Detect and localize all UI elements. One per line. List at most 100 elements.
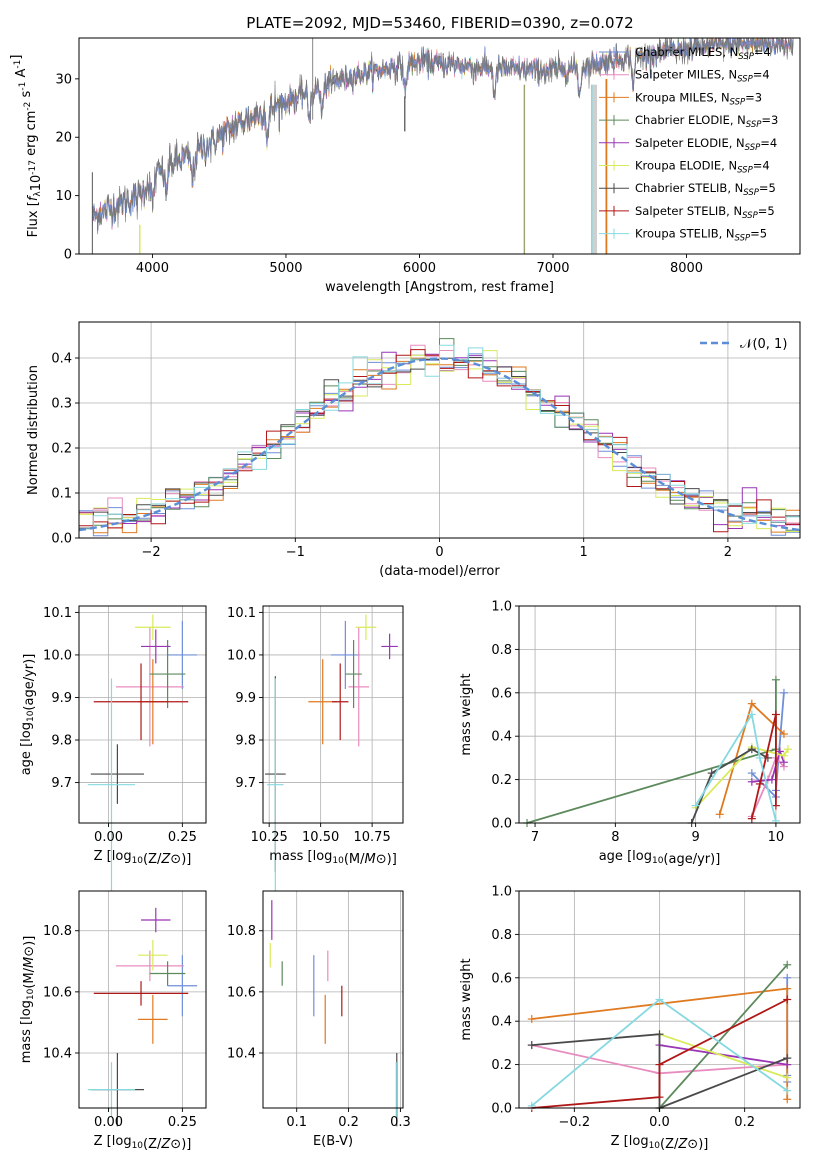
legend-label: Kroupa ELODIE, NSSP=4 bbox=[635, 159, 770, 176]
spectrum-masked-band bbox=[591, 84, 598, 254]
axes-frame bbox=[518, 605, 801, 824]
x-axis-label: Z [log10(Z/Z⊙)] bbox=[94, 1134, 192, 1152]
x-tick-label: 0.0 bbox=[649, 1115, 670, 1130]
legend-item: Kroupa ELODIE, NSSP=4 bbox=[599, 159, 770, 176]
x-tick-label: 1 bbox=[580, 545, 588, 560]
mass-vs-Z-chart: 0.00 0.25 10.4 10.6 10.8 Z [log10(Z/Z⊙)] mass … bbox=[19, 890, 207, 1152]
y-tick-label: 0 bbox=[64, 248, 72, 263]
legend-label: Chabrier STELIB, NSSP=5 bbox=[635, 181, 776, 198]
legend-label: Salpeter ELODIE, NSSP=4 bbox=[635, 136, 777, 153]
legend-label: Chabrier MILES, NSSP=4 bbox=[635, 45, 771, 62]
y-tick-label: 10.4 bbox=[227, 1046, 256, 1061]
x-tick-label: 0 bbox=[435, 545, 443, 560]
mass-weight-series-line bbox=[750, 714, 777, 819]
age-vs-mass-chart: 10.25 10.50 10.75 9.7 9.8 9.9 10.0 10.1 mass [lo… bbox=[227, 605, 404, 892]
x-tick-label: 0.00 bbox=[94, 1115, 123, 1130]
mass-weight-vs-Z-chart: −0.2 0.0 0.2 0.0 0.2 0.4 0.6 0.8 1.0 Z [log10(Z/Z… bbox=[459, 885, 801, 1152]
y-tick-label: 1.0 bbox=[491, 600, 512, 615]
y-tick-label: 0.2 bbox=[51, 442, 72, 457]
y-tick-label: 0.8 bbox=[491, 643, 512, 658]
y-tick-label: 0.4 bbox=[491, 1015, 512, 1030]
x-tick-label: 0.25 bbox=[168, 1115, 197, 1130]
legend-label: Kroupa MILES, NSSP=3 bbox=[635, 90, 762, 107]
y-tick-label: 1.0 bbox=[491, 885, 512, 900]
y-axis-label: mass weight bbox=[459, 958, 474, 1040]
y-tick-label: 10.0 bbox=[43, 648, 72, 663]
legend-item: Chabrier ELODIE, NSSP=3 bbox=[599, 113, 778, 130]
x-axis-label: (data-model)/error bbox=[379, 564, 500, 579]
mass-weight-series-line bbox=[658, 964, 788, 1109]
mass-weight-vs-age-chart: 7 8 9 10 0.0 0.2 0.4 0.6 0.8 1.0 age [log10(age/yr… bbox=[459, 600, 801, 867]
figure-title: PLATE=2092, MJD=53460, FIBERID=0390, z=0… bbox=[246, 14, 633, 32]
mass-vs-EBV-chart: 0.1 0.2 0.3 10.4 10.6 10.8 E(B-V) bbox=[227, 890, 411, 1149]
legend-label: Kroupa STELIB, NSSP=5 bbox=[635, 227, 767, 244]
y-tick-label: 9.8 bbox=[235, 734, 256, 749]
y-tick-label: 0.2 bbox=[491, 1058, 512, 1073]
y-tick-label: 0.0 bbox=[491, 1102, 512, 1117]
reference-legend-label: 𝒩(0, 1) bbox=[740, 337, 787, 352]
spectrum-data-line bbox=[92, 38, 794, 235]
x-tick-label: 0.1 bbox=[286, 1115, 307, 1130]
x-tick-label: 6000 bbox=[403, 261, 436, 276]
legend-item: Salpeter STELIB, NSSP=5 bbox=[599, 204, 775, 221]
y-tick-label: 10.0 bbox=[227, 648, 256, 663]
x-tick-label: 0.3 bbox=[390, 1115, 411, 1130]
y-tick-label: 0.6 bbox=[491, 686, 512, 701]
y-tick-label: 0.0 bbox=[491, 817, 512, 832]
x-tick-label: 0.00 bbox=[94, 830, 123, 845]
y-tick-label: 0.4 bbox=[51, 352, 72, 367]
y-tick-label: 9.9 bbox=[235, 691, 256, 706]
y-tick-label: 10.6 bbox=[227, 985, 256, 1000]
x-tick-label: 8 bbox=[611, 830, 619, 845]
y-tick-label: 10.6 bbox=[43, 985, 72, 1000]
x-tick-label: 7 bbox=[531, 830, 539, 845]
y-tick-label: 10.8 bbox=[43, 924, 72, 939]
y-tick-label: 0.0 bbox=[51, 532, 72, 547]
y-tick-label: 10.1 bbox=[43, 606, 72, 621]
histogram-chart: 𝒩(0, 1) −2 −1 0 1 2 0.0 0.1 0.2 0.3 0.4 (data-model… bbox=[26, 321, 801, 579]
y-axis-label: Normed distribution bbox=[26, 365, 41, 495]
mass-weight-series-line bbox=[694, 712, 777, 822]
mass-weight-series-line bbox=[531, 998, 788, 1109]
y-axis-label: Flux [fλ10-17 erg cm-2 s-1 A-1] bbox=[9, 55, 44, 238]
x-tick-label: −0.2 bbox=[559, 1115, 591, 1130]
mass-weight-series-line bbox=[690, 748, 769, 824]
y-tick-label: 0.3 bbox=[51, 397, 72, 412]
mass-weight-series-line bbox=[659, 1033, 788, 1079]
legend-item: Kroupa STELIB, NSSP=5 bbox=[599, 227, 767, 244]
x-tick-label: 10.50 bbox=[302, 830, 339, 845]
axes-frame bbox=[262, 605, 404, 824]
legend-item: Salpeter ELODIE, NSSP=4 bbox=[599, 136, 777, 153]
y-tick-label: 0.2 bbox=[491, 773, 512, 788]
x-tick-label: 0.2 bbox=[734, 1115, 755, 1130]
y-axis-label: age [log10(age/yr)] bbox=[19, 654, 37, 776]
x-tick-label: 10 bbox=[768, 830, 785, 845]
x-tick-label: 0.2 bbox=[338, 1115, 359, 1130]
mass-weight-series-line bbox=[659, 1044, 788, 1066]
histogram-series bbox=[79, 344, 800, 530]
legend-item: Kroupa MILES, NSSP=3 bbox=[599, 90, 762, 107]
legend: Chabrier MILES, NSSP=4 Salpeter MILES, NS… bbox=[599, 45, 778, 244]
x-tick-label: 7000 bbox=[536, 261, 569, 276]
y-tick-label: 10.4 bbox=[43, 1046, 72, 1061]
x-axis-label: E(B-V) bbox=[313, 1134, 353, 1149]
x-tick-label: 2 bbox=[724, 545, 732, 560]
x-tick-label: −1 bbox=[286, 545, 305, 560]
legend-label: Salpeter MILES, NSSP=4 bbox=[635, 68, 770, 85]
y-tick-label: 9.8 bbox=[51, 734, 72, 749]
y-tick-label: 20 bbox=[55, 131, 72, 146]
y-tick-label: 10 bbox=[55, 189, 72, 204]
x-axis-label: mass [log10(M/M⊙)] bbox=[269, 849, 397, 867]
x-tick-label: 4000 bbox=[136, 261, 169, 276]
y-axis-label: mass [log10(M/M⊙)] bbox=[19, 936, 37, 1064]
x-tick-label: 5000 bbox=[269, 261, 302, 276]
x-tick-label: 0.25 bbox=[168, 830, 197, 845]
x-tick-label: 8000 bbox=[670, 261, 703, 276]
mass-weight-series-line bbox=[750, 756, 785, 817]
legend-item: Chabrier STELIB, NSSP=5 bbox=[599, 181, 776, 198]
spectrum-lines bbox=[91, 38, 794, 254]
y-tick-label: 9.9 bbox=[51, 691, 72, 706]
x-axis-label: Z [log10(Z/Z⊙)] bbox=[94, 849, 192, 867]
axes-frame bbox=[78, 605, 207, 824]
y-tick-label: 10.1 bbox=[227, 606, 256, 621]
